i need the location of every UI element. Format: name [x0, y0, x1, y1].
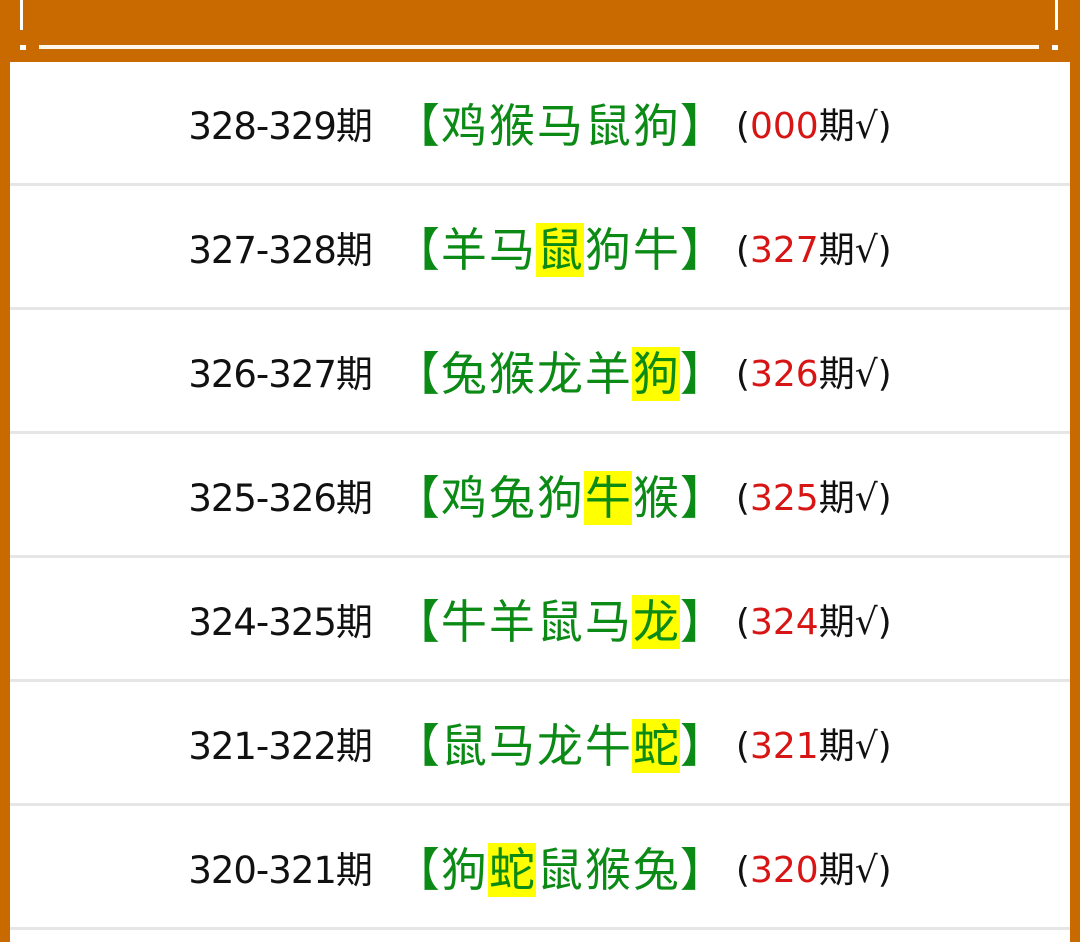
zodiac-group: 【鸡兔狗牛猴】: [394, 462, 726, 528]
bracket-close: 】: [679, 842, 726, 897]
zodiac-highlighted: 鼠: [535, 222, 584, 277]
result-label: (321期√): [735, 725, 892, 767]
frame-line: [1055, 0, 1058, 30]
zodiac-highlighted: 狗: [631, 346, 680, 401]
frame-line: [20, 0, 23, 30]
result-suffix: 期√: [818, 353, 878, 395]
period-label: 328-329期: [188, 104, 373, 148]
zodiac-group: 【狗蛇鼠猴兔】: [394, 834, 726, 900]
zodiac: 狗: [584, 222, 631, 277]
zodiac: 狗: [536, 470, 583, 525]
bracket-close: 】: [679, 346, 726, 401]
list-item: 326-327期 【兔猴龙羊狗】 (326期√): [10, 310, 1070, 434]
result-label: (324期√): [735, 601, 892, 643]
result-label: (320期√): [735, 849, 892, 891]
zodiac: 兔: [632, 842, 679, 897]
zodiac: 兔: [440, 346, 487, 401]
zodiac: 羊: [488, 594, 535, 649]
result-suffix: 期√: [818, 105, 878, 147]
zodiac: 羊: [584, 346, 631, 401]
zodiac: 马: [536, 98, 583, 153]
prediction-list: 328-329期 【鸡猴马鼠狗】 (000期√) 327-328期 【羊马鼠狗牛】 (32…: [10, 62, 1070, 942]
zodiac: 鼠: [536, 842, 583, 897]
zodiac: 鸡: [440, 98, 487, 153]
zodiac: 鼠: [584, 98, 631, 153]
zodiac-highlighted: 蛇: [487, 842, 536, 897]
result-number: 321: [749, 725, 819, 767]
result-suffix: 期√: [818, 477, 878, 519]
zodiac: 猴: [488, 346, 535, 401]
result-label: (000期√): [735, 105, 892, 147]
zodiac: 狗: [632, 98, 679, 153]
zodiac: 鼠: [536, 594, 583, 649]
list-item: 321-322期 【鼠马龙牛蛇】 (321期√): [10, 682, 1070, 806]
period-label: 320-321期: [188, 848, 373, 892]
result-number: 325: [749, 477, 819, 519]
zodiac-group: 【鸡猴马鼠狗】: [394, 90, 726, 156]
bracket-open: 【: [393, 222, 440, 277]
result-number: 320: [749, 849, 819, 891]
bracket-open: 【: [393, 594, 440, 649]
zodiac-highlighted: 龙: [631, 594, 680, 649]
frame-corner: [20, 45, 26, 50]
bracket-close: 】: [679, 222, 726, 277]
period-label: 326-327期: [188, 352, 373, 396]
bracket-open: 【: [393, 470, 440, 525]
result-number: 000: [749, 105, 819, 147]
period-label: 321-322期: [188, 724, 373, 768]
period-label: 325-326期: [188, 476, 373, 520]
bracket-open: 【: [393, 842, 440, 897]
zodiac: 狗: [440, 842, 487, 897]
zodiac-highlighted: 蛇: [631, 718, 680, 773]
result-label: (327期√): [735, 229, 892, 271]
bracket-close: 】: [679, 98, 726, 153]
frame-line: [39, 45, 1039, 49]
zodiac: 猴: [488, 98, 535, 153]
zodiac: 龙: [536, 346, 583, 401]
result-suffix: 期√: [818, 725, 878, 767]
period-label: 324-325期: [188, 600, 373, 644]
frame-corner: [1052, 45, 1058, 50]
bracket-open: 【: [393, 98, 440, 153]
list-item: 328-329期 【鸡猴马鼠狗】 (000期√): [10, 62, 1070, 186]
result-number: 327: [749, 229, 819, 271]
zodiac: 龙: [536, 718, 583, 773]
result-number: 326: [749, 353, 819, 395]
result-number: 324: [749, 601, 819, 643]
zodiac: 羊: [440, 222, 487, 277]
zodiac-group: 【羊马鼠狗牛】: [394, 214, 726, 280]
zodiac: 牛: [584, 718, 631, 773]
bracket-open: 【: [393, 718, 440, 773]
bracket-close: 】: [679, 718, 726, 773]
list-item: 320-321期 【狗蛇鼠猴兔】 (320期√): [10, 806, 1070, 930]
zodiac: 鸡: [440, 470, 487, 525]
zodiac: 马: [488, 718, 535, 773]
bracket-open: 【: [393, 346, 440, 401]
zodiac-group: 【鼠马龙牛蛇】: [394, 710, 726, 776]
bracket-close: 】: [679, 594, 726, 649]
result-suffix: 期√: [818, 601, 878, 643]
zodiac: 马: [488, 222, 535, 277]
result-suffix: 期√: [818, 849, 878, 891]
zodiac-highlighted: 牛: [583, 470, 632, 525]
result-label: (326期√): [735, 353, 892, 395]
zodiac: 鼠: [440, 718, 487, 773]
result-suffix: 期√: [818, 229, 878, 271]
list-item: 325-326期 【鸡兔狗牛猴】 (325期√): [10, 434, 1070, 558]
result-label: (325期√): [735, 477, 892, 519]
zodiac: 牛: [632, 222, 679, 277]
period-label: 327-328期: [188, 228, 373, 272]
list-item: 327-328期 【羊马鼠狗牛】 (327期√): [10, 186, 1070, 310]
bracket-close: 】: [679, 470, 726, 525]
list-item: 324-325期 【牛羊鼠马龙】 (324期√): [10, 558, 1070, 682]
zodiac: 猴: [584, 842, 631, 897]
header-banner: [0, 0, 1080, 60]
zodiac: 马: [584, 594, 631, 649]
zodiac: 牛: [440, 594, 487, 649]
zodiac: 兔: [488, 470, 535, 525]
zodiac-group: 【牛羊鼠马龙】: [394, 586, 726, 652]
zodiac: 猴: [632, 470, 679, 525]
zodiac-group: 【兔猴龙羊狗】: [394, 338, 726, 404]
